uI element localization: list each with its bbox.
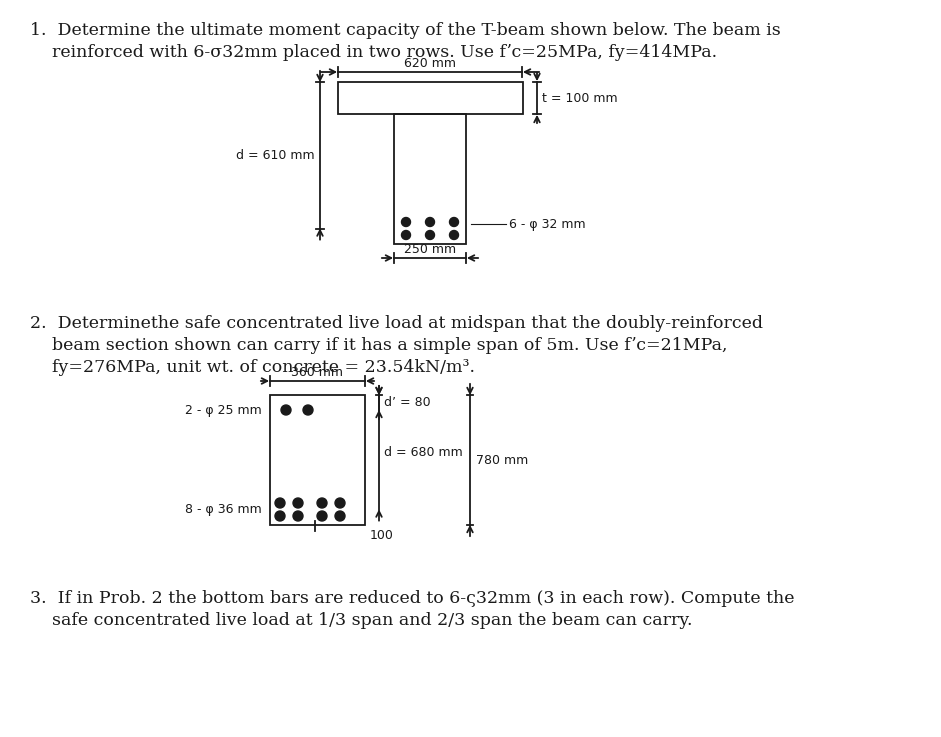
Text: d = 680 mm: d = 680 mm bbox=[384, 446, 463, 458]
Circle shape bbox=[335, 511, 345, 521]
Circle shape bbox=[450, 231, 458, 240]
Text: 620 mm: 620 mm bbox=[404, 57, 456, 70]
Circle shape bbox=[450, 217, 458, 226]
Text: 6 - φ 32 mm: 6 - φ 32 mm bbox=[509, 217, 585, 231]
Text: 1.  Determine the ultimate moment capacity of the T-beam shown below. The beam i: 1. Determine the ultimate moment capacit… bbox=[30, 22, 781, 39]
Circle shape bbox=[275, 511, 285, 521]
Circle shape bbox=[425, 231, 435, 240]
Text: reinforced with 6-σ32mm placed in two rows. Use fʼc=25MPa, fy=414MPa.: reinforced with 6-σ32mm placed in two ro… bbox=[30, 44, 717, 61]
Text: fy=276MPa, unit wt. of concrete = 23.54kN/m³.: fy=276MPa, unit wt. of concrete = 23.54k… bbox=[30, 359, 475, 376]
Circle shape bbox=[425, 217, 435, 226]
Bar bbox=[394, 114, 466, 244]
Circle shape bbox=[317, 498, 327, 508]
Circle shape bbox=[317, 511, 327, 521]
Text: 360 mm: 360 mm bbox=[292, 366, 343, 379]
Circle shape bbox=[275, 498, 285, 508]
Text: 250 mm: 250 mm bbox=[404, 243, 456, 256]
Circle shape bbox=[335, 498, 345, 508]
Bar bbox=[270, 395, 365, 525]
Text: d = 610 mm: d = 610 mm bbox=[236, 149, 315, 161]
Text: beam section shown can carry if it has a simple span of 5m. Use fʼc=21MPa,: beam section shown can carry if it has a… bbox=[30, 337, 727, 354]
Circle shape bbox=[402, 217, 410, 226]
Circle shape bbox=[293, 498, 303, 508]
Circle shape bbox=[402, 231, 410, 240]
Text: 2 - φ 25 mm: 2 - φ 25 mm bbox=[185, 403, 262, 416]
Text: d’ = 80: d’ = 80 bbox=[384, 396, 431, 409]
Text: 100: 100 bbox=[370, 529, 394, 542]
Bar bbox=[338, 82, 523, 114]
Text: t = 100 mm: t = 100 mm bbox=[542, 91, 617, 105]
Circle shape bbox=[281, 405, 291, 415]
Circle shape bbox=[293, 511, 303, 521]
Text: safe concentrated live load at 1/3 span and 2/3 span the beam can carry.: safe concentrated live load at 1/3 span … bbox=[30, 612, 693, 629]
Circle shape bbox=[303, 405, 313, 415]
Text: 8 - φ 36 mm: 8 - φ 36 mm bbox=[185, 503, 262, 515]
Text: 3.  If in Prob. 2 the bottom bars are reduced to 6-ς32mm (3 in each row). Comput: 3. If in Prob. 2 the bottom bars are red… bbox=[30, 590, 794, 607]
Text: 780 mm: 780 mm bbox=[476, 453, 528, 467]
Text: 2.  Determinethe safe concentrated live load at midspan that the doubly-reinforc: 2. Determinethe safe concentrated live l… bbox=[30, 315, 763, 332]
